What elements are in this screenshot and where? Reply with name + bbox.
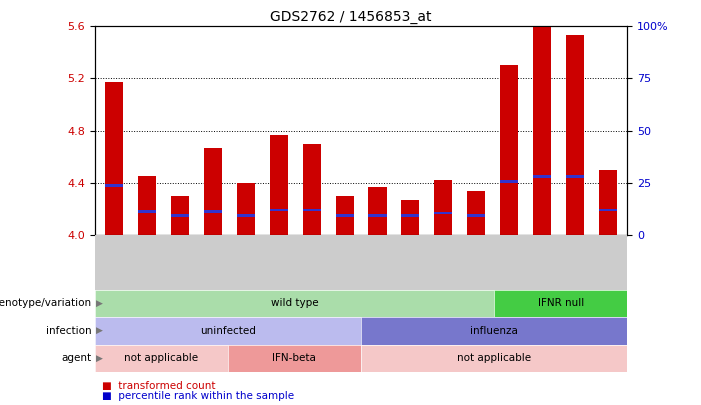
- Text: wild type: wild type: [271, 298, 318, 308]
- Bar: [171, 196, 189, 235]
- Text: IFNR null: IFNR null: [538, 298, 584, 308]
- Text: infection: infection: [46, 326, 91, 336]
- Bar: [105, 82, 123, 235]
- Bar: [204, 147, 222, 235]
- Text: GDS2762 / 1456853_at: GDS2762 / 1456853_at: [270, 10, 431, 24]
- Bar: [500, 180, 518, 183]
- Bar: [599, 170, 617, 235]
- Bar: [171, 214, 189, 217]
- Bar: [369, 187, 386, 235]
- Bar: [467, 191, 485, 235]
- Bar: [138, 176, 156, 235]
- Text: ▶: ▶: [96, 326, 103, 335]
- Text: not applicable: not applicable: [124, 354, 198, 363]
- Text: influenza: influenza: [470, 326, 518, 336]
- Bar: [434, 180, 452, 235]
- Bar: [401, 200, 419, 235]
- Bar: [434, 212, 452, 214]
- Bar: [467, 214, 485, 217]
- Text: genotype/variation: genotype/variation: [0, 298, 91, 308]
- Text: IFN-beta: IFN-beta: [273, 354, 316, 363]
- Bar: [369, 214, 386, 217]
- Bar: [237, 214, 255, 217]
- Bar: [237, 183, 255, 235]
- Bar: [303, 144, 321, 235]
- Bar: [566, 36, 584, 235]
- Bar: [500, 66, 518, 235]
- Text: ■  percentile rank within the sample: ■ percentile rank within the sample: [102, 392, 294, 401]
- Bar: [533, 26, 551, 235]
- Bar: [566, 175, 584, 177]
- Text: uninfected: uninfected: [200, 326, 256, 336]
- Bar: [270, 134, 288, 235]
- Text: ▶: ▶: [96, 354, 103, 363]
- Text: agent: agent: [61, 354, 91, 363]
- Bar: [105, 184, 123, 187]
- Bar: [138, 210, 156, 213]
- Bar: [336, 196, 353, 235]
- Bar: [204, 210, 222, 213]
- Text: not applicable: not applicable: [457, 354, 531, 363]
- Bar: [336, 214, 353, 217]
- Bar: [270, 209, 288, 211]
- Bar: [599, 209, 617, 211]
- Bar: [401, 214, 419, 217]
- Text: ■  transformed count: ■ transformed count: [102, 382, 215, 391]
- Bar: [303, 209, 321, 211]
- Text: ▶: ▶: [96, 299, 103, 308]
- Bar: [533, 175, 551, 177]
